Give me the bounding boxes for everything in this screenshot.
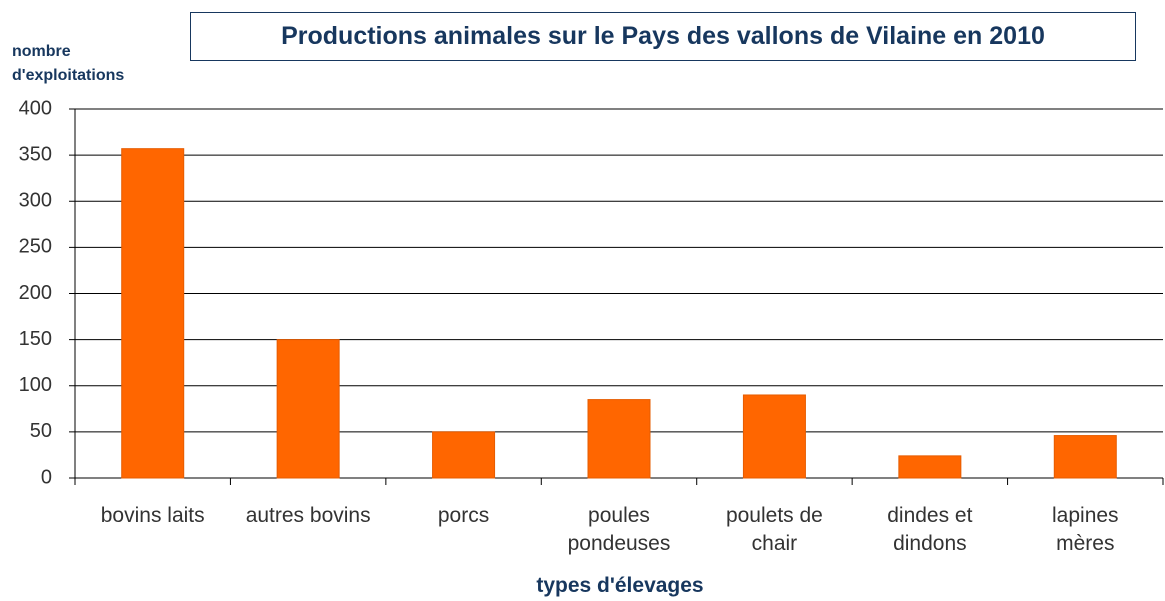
bar bbox=[898, 455, 962, 479]
bar bbox=[587, 399, 651, 479]
y-tick-label: 0 bbox=[41, 466, 52, 488]
y-tick-label: 350 bbox=[19, 143, 52, 165]
y-tick-label: 200 bbox=[19, 282, 52, 304]
bar bbox=[742, 394, 806, 479]
x-tick-label: autres bovins bbox=[245, 504, 371, 527]
y-tick-label: 400 bbox=[19, 97, 52, 119]
x-tick-label: poules pondeuses bbox=[567, 504, 671, 555]
bar bbox=[276, 339, 340, 479]
y-axis-label: nombre d'exploitations bbox=[12, 43, 125, 84]
y-tick-label: 300 bbox=[19, 190, 52, 212]
x-axis-label: types d'élevages bbox=[536, 574, 704, 597]
x-tick-label: bovins laits bbox=[100, 504, 205, 527]
y-tick-label: 250 bbox=[19, 236, 52, 258]
x-tick-label: lapines mères bbox=[1052, 504, 1119, 555]
y-tick-label: 100 bbox=[19, 374, 52, 396]
x-tick-label: poulets de chair bbox=[725, 504, 823, 555]
bar bbox=[121, 148, 185, 479]
x-tick-label: porcs bbox=[437, 504, 490, 527]
x-tick-label: dindes et dindons bbox=[887, 504, 973, 555]
y-tick-label: 50 bbox=[30, 420, 52, 442]
bar bbox=[432, 431, 496, 479]
bar bbox=[1053, 435, 1117, 479]
y-tick-label: 150 bbox=[19, 328, 52, 350]
chart-title: Productions animales sur le Pays des val… bbox=[190, 12, 1136, 61]
